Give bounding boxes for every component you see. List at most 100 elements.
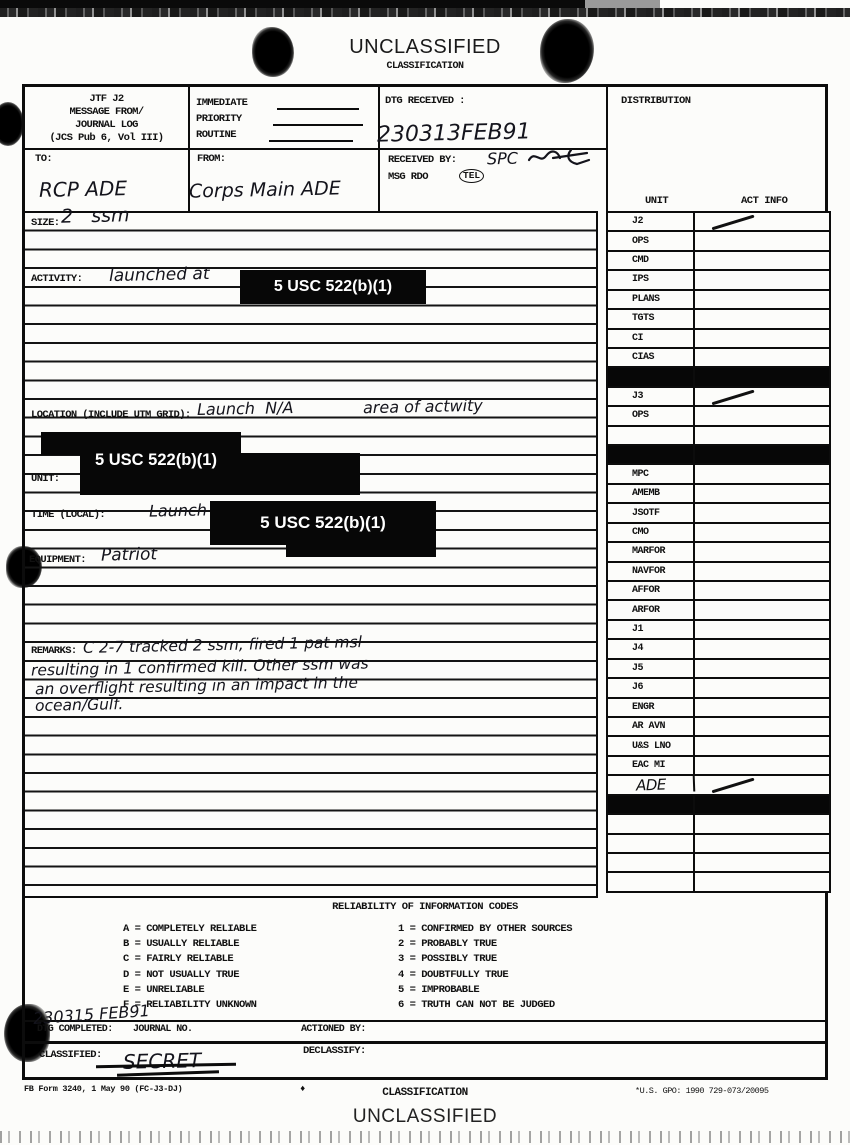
- distribution-unit-cell: AMEMB: [608, 484, 695, 503]
- scan-artifact-top-bar-gray: [585, 0, 660, 8]
- distribution-actinfo-cell: [695, 504, 829, 521]
- distribution-unit-cell: ARFOR: [608, 601, 695, 619]
- size-value: 2 ssm: [60, 204, 130, 228]
- location-label: LOCATION (INCLUDE UTM GRID):: [31, 409, 191, 421]
- distribution-unit-cell: JSOTF: [608, 504, 695, 522]
- distribution-row: EAC MI: [608, 756, 829, 777]
- distribution-unit-cell: [608, 815, 695, 833]
- form-title-line: (JCS Pub 6, Vol III): [49, 132, 164, 144]
- distribution-actinfo-cell: [695, 873, 829, 890]
- distribution-row: AMEMB: [608, 484, 829, 505]
- distribution-row: [608, 815, 829, 835]
- received-by-label: RECEIVED BY:: [388, 154, 457, 166]
- form-title-line: JOURNAL LOG: [75, 119, 138, 131]
- distribution-row: J3: [608, 387, 829, 408]
- distribution-actinfo-cell: [695, 252, 829, 269]
- precedence-priority-label: PRIORITY: [196, 113, 242, 125]
- distribution-row: TGTS: [608, 310, 829, 330]
- distribution-row-redacted: [608, 368, 829, 388]
- reliability-number-code: 2 = PROBABLY TRUE: [398, 938, 497, 951]
- redaction-box-activity: 5 USC 522(b)(1): [240, 270, 426, 304]
- distribution-unit-cell: ENGR: [608, 698, 695, 716]
- distribution-unit-cell: U&S LNO: [608, 737, 695, 755]
- classification-label-top: CLASSIFICATION: [386, 61, 464, 72]
- size-label: SIZE:: [31, 217, 60, 229]
- classification-marking-top: UNCLASSIFIED: [349, 36, 501, 58]
- redaction-citation: 5 USC 522(b)(1): [95, 451, 217, 469]
- reliability-letter-code: A = COMPLETELY RELIABLE: [123, 923, 257, 935]
- tel-circled-label: TEL: [459, 169, 485, 183]
- distribution-actinfo-cell: [695, 679, 829, 696]
- distribution-unit-cell: AR AVN: [608, 717, 695, 736]
- time-local-value: Launch: [148, 500, 208, 521]
- distribution-actinfo-cell: [695, 485, 829, 502]
- redaction-box-unit: [80, 453, 360, 495]
- distribution-unit-cell: J4: [608, 640, 695, 658]
- form-title-line: MESSAGE FROM/: [69, 106, 144, 118]
- classified-value: SECRET: [122, 1048, 202, 1074]
- distribution-unit-cell: NAVFOR: [608, 562, 695, 581]
- ink-blot-icon: [4, 1004, 50, 1062]
- distribution-unit-column-header: UNIT: [645, 195, 669, 207]
- distribution-row: MPC: [608, 465, 829, 485]
- remarks-line: C 2-7 tracked 2 ssm, fired 1 pat msl: [82, 633, 363, 657]
- distribution-actinfo-cell: [695, 737, 829, 754]
- act-info-checkmark-icon: [711, 214, 755, 230]
- distribution-row: U&S LNO: [608, 737, 829, 757]
- reliability-number-codes: 1 = CONFIRMED BY OTHER SOURCES 2 = PROBAB…: [398, 923, 573, 1014]
- distribution-row: [608, 873, 829, 891]
- reliability-number-code: 5 = IMPROBABLE: [398, 983, 480, 996]
- distribution-unit-cell: [608, 834, 695, 852]
- distribution-actinfo-cell: [695, 660, 829, 677]
- distribution-unit-cell: IPS: [608, 271, 695, 289]
- distribution-actinfo-cell: [695, 388, 829, 405]
- distribution-unit-cell: PLANS: [608, 290, 695, 309]
- redaction-box-time: 5 USC 522(b)(1): [210, 501, 436, 545]
- from-label: FROM:: [197, 153, 226, 165]
- distribution-unit-cell: TGTS: [608, 310, 695, 328]
- distribution-unit-cell: CIAS: [608, 348, 695, 367]
- distribution-unit-cell: AFFOR: [608, 582, 695, 600]
- distribution-unit-cell: CI: [608, 329, 695, 347]
- declassify-label: DECLASSIFY:: [303, 1045, 366, 1057]
- distribution-actinfo-cell: [695, 776, 829, 794]
- distribution-actinfo-cell: [695, 835, 829, 852]
- msg-rdo-label: MSG RDO: [388, 171, 429, 183]
- distribution-row: JSOTF: [608, 504, 829, 524]
- reliability-letter-code: F = RELIABILITY UNKNOWN: [123, 998, 257, 1011]
- distribution-actinfo-column-header: ACT INFO: [741, 195, 788, 207]
- distribution-actinfo-cell: [695, 465, 829, 482]
- routine-fill-line: [269, 140, 353, 142]
- dtg-received-label: DTG RECEIVED :: [385, 95, 465, 107]
- distribution-unit-cell: [608, 446, 695, 464]
- distribution-actinfo-cell: [695, 621, 829, 638]
- grid-line: [25, 1041, 825, 1044]
- distribution-row: J5: [608, 659, 829, 680]
- distribution-unit-cell: [608, 368, 695, 386]
- distribution-unit-cell: J5: [608, 659, 695, 678]
- reliability-letter-code: B = USUALLY RELIABLE: [123, 938, 240, 951]
- distribution-actinfo-cell: [695, 854, 829, 871]
- distribution-unit-cell: J1: [608, 620, 695, 639]
- distribution-row: IPS: [608, 271, 829, 291]
- distribution-unit-cell: J3: [608, 387, 695, 406]
- distribution-unit-cell: OPS: [608, 232, 695, 250]
- distribution-actinfo-cell: [695, 757, 829, 774]
- priority-fill-line: [273, 124, 363, 126]
- location-value: area of actwity: [362, 395, 483, 418]
- precedence-routine-label: ROUTINE: [196, 129, 237, 141]
- equipment-label: EQUIPMENT:: [29, 554, 87, 566]
- classification-label-bottom: CLASSIFICATION: [382, 1087, 468, 1099]
- distribution-actinfo-cell: [695, 427, 829, 444]
- journal-no-label: JOURNAL NO.: [133, 1024, 193, 1035]
- distribution-row: [608, 426, 829, 447]
- activity-label: ACTIVITY:: [31, 273, 83, 285]
- distribution-actinfo-cell: [695, 232, 829, 249]
- precedence-immediate-label: IMMEDIATE: [196, 97, 248, 109]
- form-number: FB Form 3240, 1 May 90 (FC-J3-DJ): [24, 1084, 183, 1094]
- activity-value: launched at: [108, 263, 210, 287]
- signature-scribble-icon: [527, 148, 591, 166]
- distribution-row: ADE: [607, 774, 829, 796]
- grid-line: [25, 148, 606, 150]
